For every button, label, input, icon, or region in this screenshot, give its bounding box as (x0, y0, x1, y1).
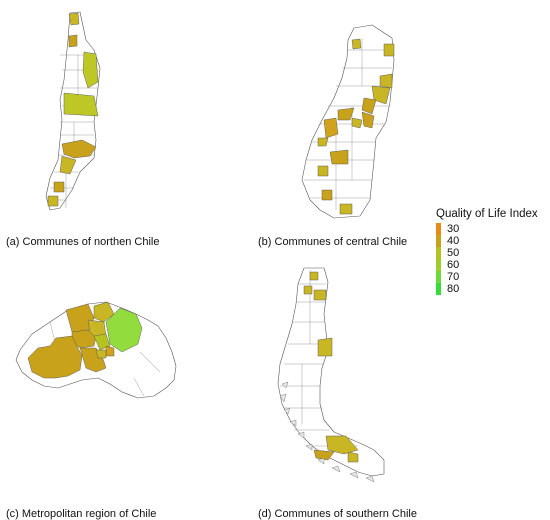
legend-swatch (436, 271, 441, 283)
legend-item: 50 (436, 247, 538, 259)
legend-item: 70 (436, 271, 538, 283)
central-commune-1 (351, 38, 362, 50)
central-commune-5 (361, 97, 377, 115)
metro-commune-7 (27, 335, 83, 379)
metro-commune-2 (93, 301, 115, 323)
legend-swatch (436, 235, 441, 247)
central-map (301, 24, 395, 219)
central-outline (301, 24, 395, 219)
legend-item: 60 (436, 259, 538, 271)
north-commune-4 (63, 92, 99, 117)
caption-north: (a) Communes of northen Chile (6, 236, 160, 248)
south-map (277, 267, 385, 483)
central-commune-9 (351, 117, 363, 129)
south-map-panel (262, 264, 392, 490)
north-commune-6 (59, 155, 77, 175)
central-commune-6 (361, 111, 375, 129)
legend-swatch (436, 283, 441, 295)
legend-label: 30 (447, 223, 460, 235)
central-map-panel (292, 20, 412, 230)
caption-south: (d) Communes of southern Chile (258, 508, 417, 520)
south-outline (277, 267, 385, 477)
south-commune-1 (309, 271, 319, 281)
metro-commune-9 (105, 345, 115, 357)
north-commune-8 (47, 195, 59, 207)
central-commune-3 (379, 73, 393, 89)
south-commune-6 (313, 449, 335, 461)
legend-label: 80 (447, 283, 460, 295)
north-commune-7 (53, 181, 65, 193)
central-commune-13 (321, 189, 333, 201)
south-commune-5 (325, 435, 359, 455)
metro-map (15, 301, 177, 399)
central-commune-7 (337, 107, 355, 121)
legend-item: 80 (436, 283, 538, 295)
legend-swatch (436, 223, 441, 235)
metro-commune-3 (105, 307, 143, 353)
central-commune-4 (371, 85, 391, 105)
legend-label: 60 (447, 259, 460, 271)
north-commune-3 (82, 51, 99, 89)
central-commune-12 (317, 165, 329, 177)
legend-label: 50 (447, 247, 460, 259)
north-commune-1 (68, 12, 80, 26)
legend-item: 30 (436, 223, 538, 235)
north-map-panel (38, 10, 128, 215)
caption-central: (b) Communes of central Chile (258, 236, 408, 248)
metro-commune-10 (95, 349, 107, 359)
central-commune-2 (383, 43, 395, 57)
south-islands (279, 381, 375, 483)
north-commune-2 (68, 34, 78, 48)
legend-label: 40 (447, 235, 460, 247)
legend-item: 40 (436, 235, 538, 247)
south-commune-7 (347, 451, 359, 463)
central-commune-14 (339, 203, 353, 215)
north-commune-5 (61, 139, 97, 159)
south-commune-3 (313, 289, 327, 301)
legend-swatch (436, 259, 441, 271)
south-commune-2 (303, 285, 313, 295)
metro-map-panel (10, 292, 180, 402)
central-commune-8 (323, 117, 339, 139)
legend-title: Quality of Life Index (436, 208, 538, 220)
legend-label: 70 (447, 271, 460, 283)
legend-items: 30 40 50 60 70 80 (436, 223, 538, 295)
legend: Quality of Life Index 30 40 50 60 70 80 (436, 208, 538, 295)
central-commune-10 (317, 137, 329, 147)
legend-swatch (436, 247, 441, 259)
caption-metro: (c) Metropolitan region of Chile (6, 508, 157, 520)
south-commune-4 (317, 337, 333, 357)
north-map (45, 11, 101, 211)
central-commune-11 (329, 149, 349, 165)
